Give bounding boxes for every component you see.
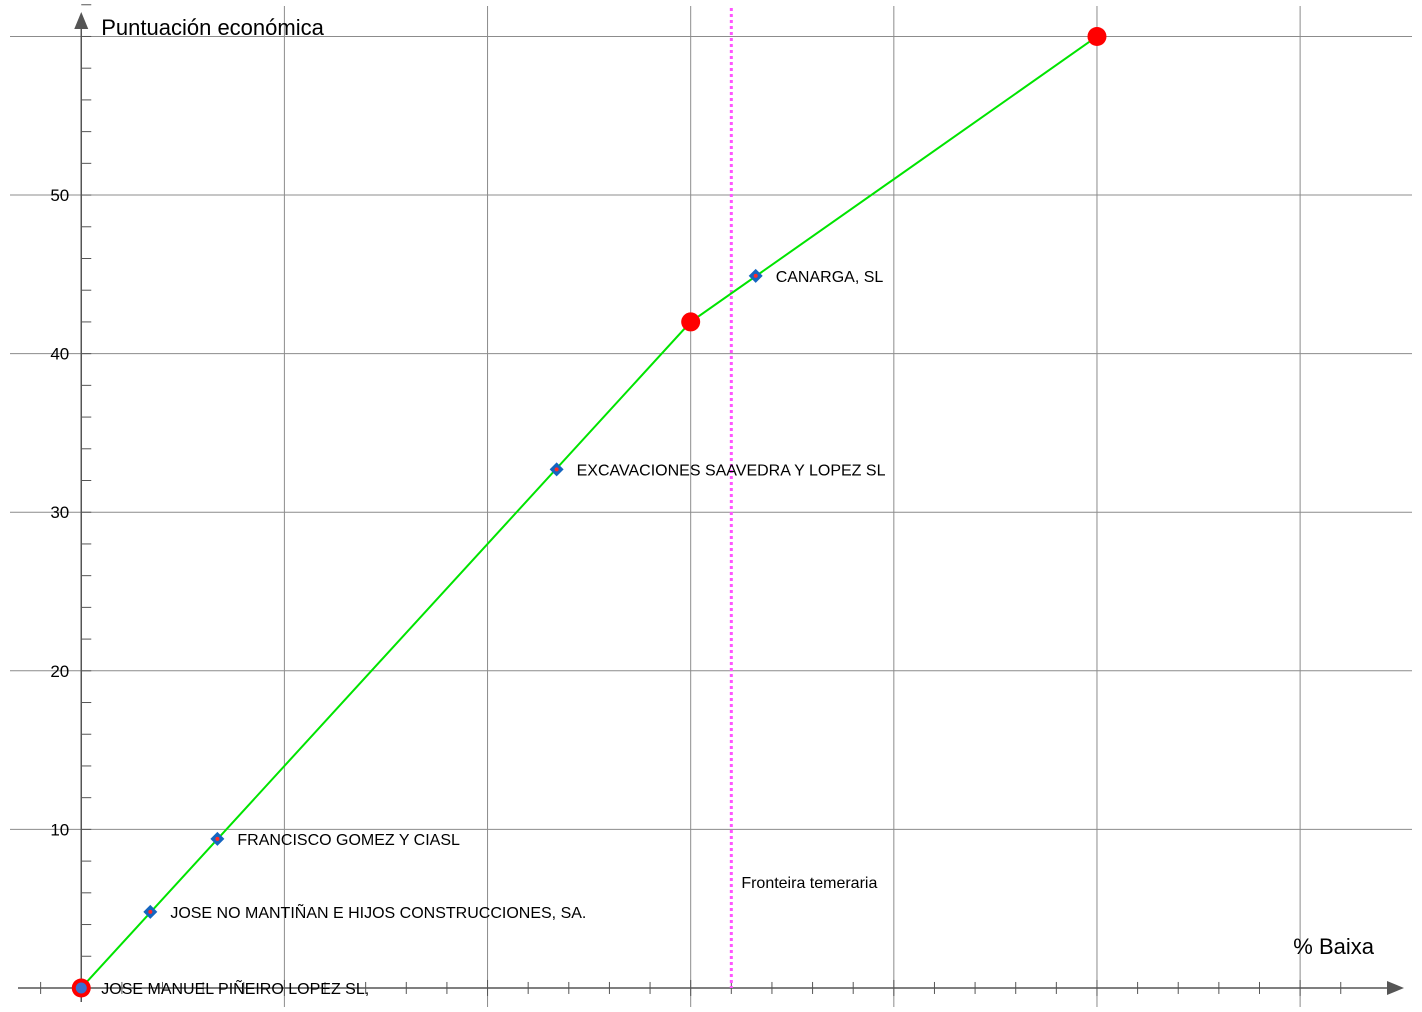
threshold-label: Fronteira temeraria [741, 875, 877, 892]
bidder-marker-center [148, 909, 153, 914]
bidder-label: EXCAVACIONES SAAVEDRA Y LOPEZ SL [577, 462, 886, 479]
y-tick-label: 20 [50, 662, 69, 681]
x-axis-arrowhead [1387, 980, 1404, 995]
x-axis-title: % Baixa [1293, 934, 1374, 959]
labels: JOSE MANUEL PIÑEIRO LOPEZ SL, JOSE NO MAN… [101, 269, 885, 998]
y-tick-label: 30 [50, 503, 69, 522]
bidder-marker-center [554, 467, 559, 472]
y-tick-label: 50 [50, 186, 69, 205]
axes: 10 20 30 40 50 [18, 4, 1404, 1002]
threshold-group: Fronteira temeraria [729, 8, 877, 988]
bidder-label: JOSE MANUEL PIÑEIRO LOPEZ SL, [101, 978, 369, 998]
points [71, 26, 1107, 998]
y-axis-title: Puntuación económica [101, 15, 324, 40]
y-axis-arrowhead [74, 12, 89, 29]
breakpoint-marker [681, 312, 701, 332]
bidder-label: CANARGA, SL [776, 269, 884, 286]
bidder-label: FRANCISCO GOMEZ Y CIASL [237, 832, 460, 849]
bidder-marker [75, 982, 87, 994]
bidder-marker-center [753, 273, 758, 278]
y-tick-label: 40 [50, 345, 69, 364]
bidder-marker-center [215, 836, 220, 841]
grid [10, 6, 1412, 1007]
y-tick-label: 10 [50, 820, 69, 839]
breakpoint-marker [1087, 26, 1107, 46]
bidder-label: JOSE NO MANTIÑAN E HIJOS CONSTRUCCIONES,… [170, 902, 586, 922]
